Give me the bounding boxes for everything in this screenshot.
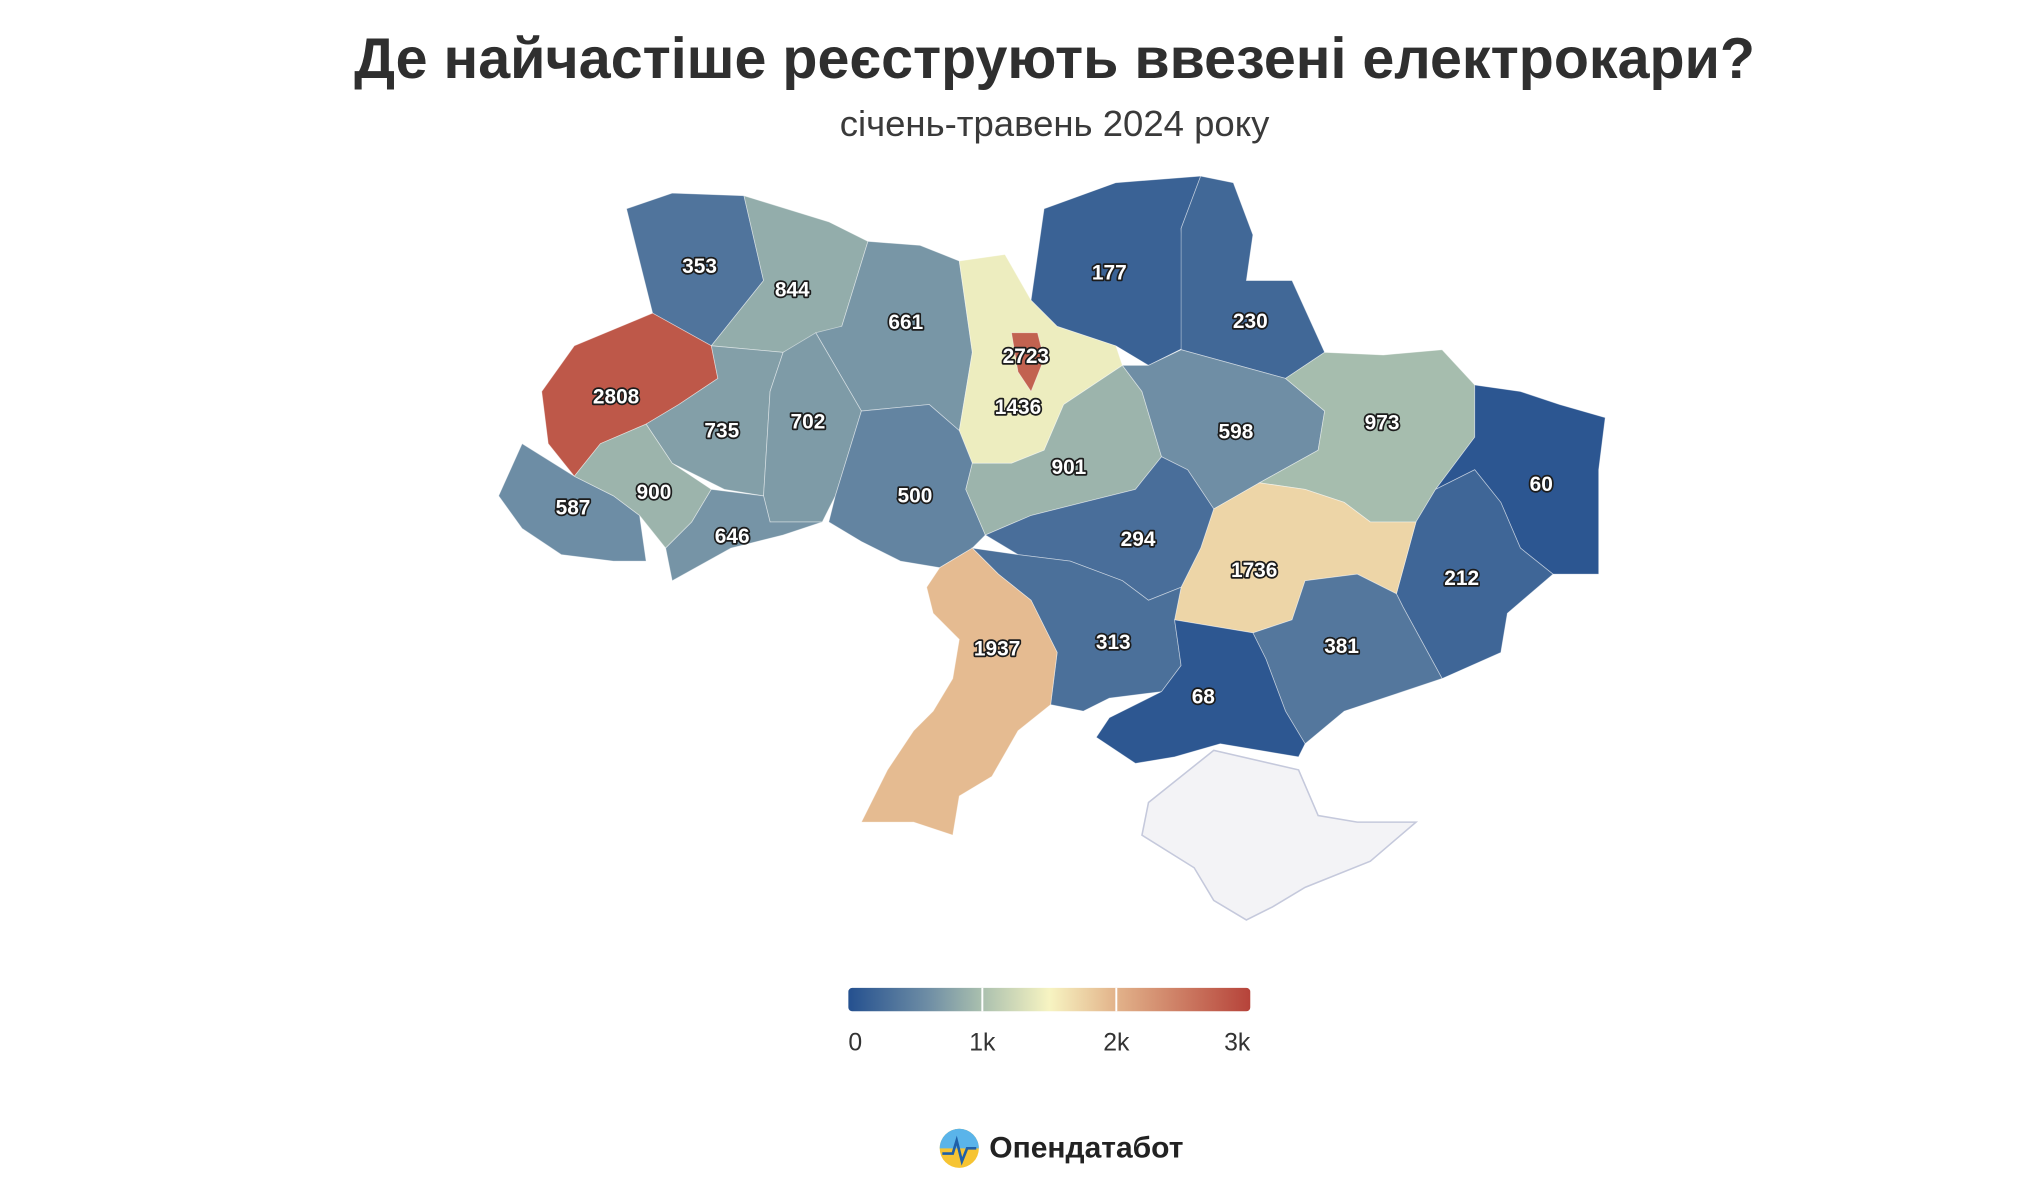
brand-logo [939, 1128, 979, 1168]
labels: 353 844 661 1436 2723 177 230 2808 735 702 587 900 6… [554, 253, 1555, 710]
region [1011, 332, 1045, 393]
region-label: 381 [1324, 635, 1359, 658]
region-label: 500 [898, 485, 933, 508]
region-label: 598 [1219, 421, 1254, 444]
legend: 0 1k 2k 3k [848, 987, 1251, 1056]
region-label: 2723 [1003, 345, 1049, 368]
colorbar-label: 2k [1103, 1029, 1130, 1056]
region-label: 212 [1444, 567, 1479, 590]
region-label: 1937 [974, 637, 1020, 660]
region [665, 488, 823, 582]
chart-subtitle: січень-травень 2024 року [840, 103, 1270, 144]
colorbar [848, 987, 1251, 1012]
region-label: 313 [1096, 631, 1131, 654]
region-label: 973 [1365, 412, 1400, 435]
region-label: 646 [715, 525, 750, 548]
region-label: 702 [791, 410, 826, 433]
region-label: 230 [1233, 310, 1268, 333]
chart-title: Де найчастіше реєструють ввезені електро… [354, 27, 1755, 91]
region-label: 1736 [1231, 559, 1277, 582]
region [860, 547, 1058, 836]
region-label: 735 [704, 419, 739, 442]
region-label: 60 [1530, 473, 1553, 496]
region-label: 587 [556, 496, 591, 519]
region-label: 353 [682, 255, 717, 278]
region-label: 1436 [995, 396, 1041, 419]
crimea [1141, 749, 1419, 921]
colorbar-label: 1k [969, 1029, 996, 1056]
map [498, 175, 1606, 921]
region [1095, 619, 1306, 764]
colorbar-label: 0 [848, 1029, 862, 1056]
region-label: 68 [1192, 686, 1215, 709]
region-label: 294 [1121, 528, 1156, 551]
brand-name: Опендатабот [989, 1132, 1183, 1165]
region-label: 2808 [593, 386, 639, 409]
region-label: 901 [1051, 456, 1086, 479]
region [1180, 175, 1326, 379]
region-label: 900 [637, 481, 672, 504]
region-label: 844 [775, 279, 810, 302]
region-label: 177 [1092, 262, 1127, 285]
region-label: 661 [888, 311, 923, 334]
colorbar-label: 3k [1224, 1029, 1251, 1056]
